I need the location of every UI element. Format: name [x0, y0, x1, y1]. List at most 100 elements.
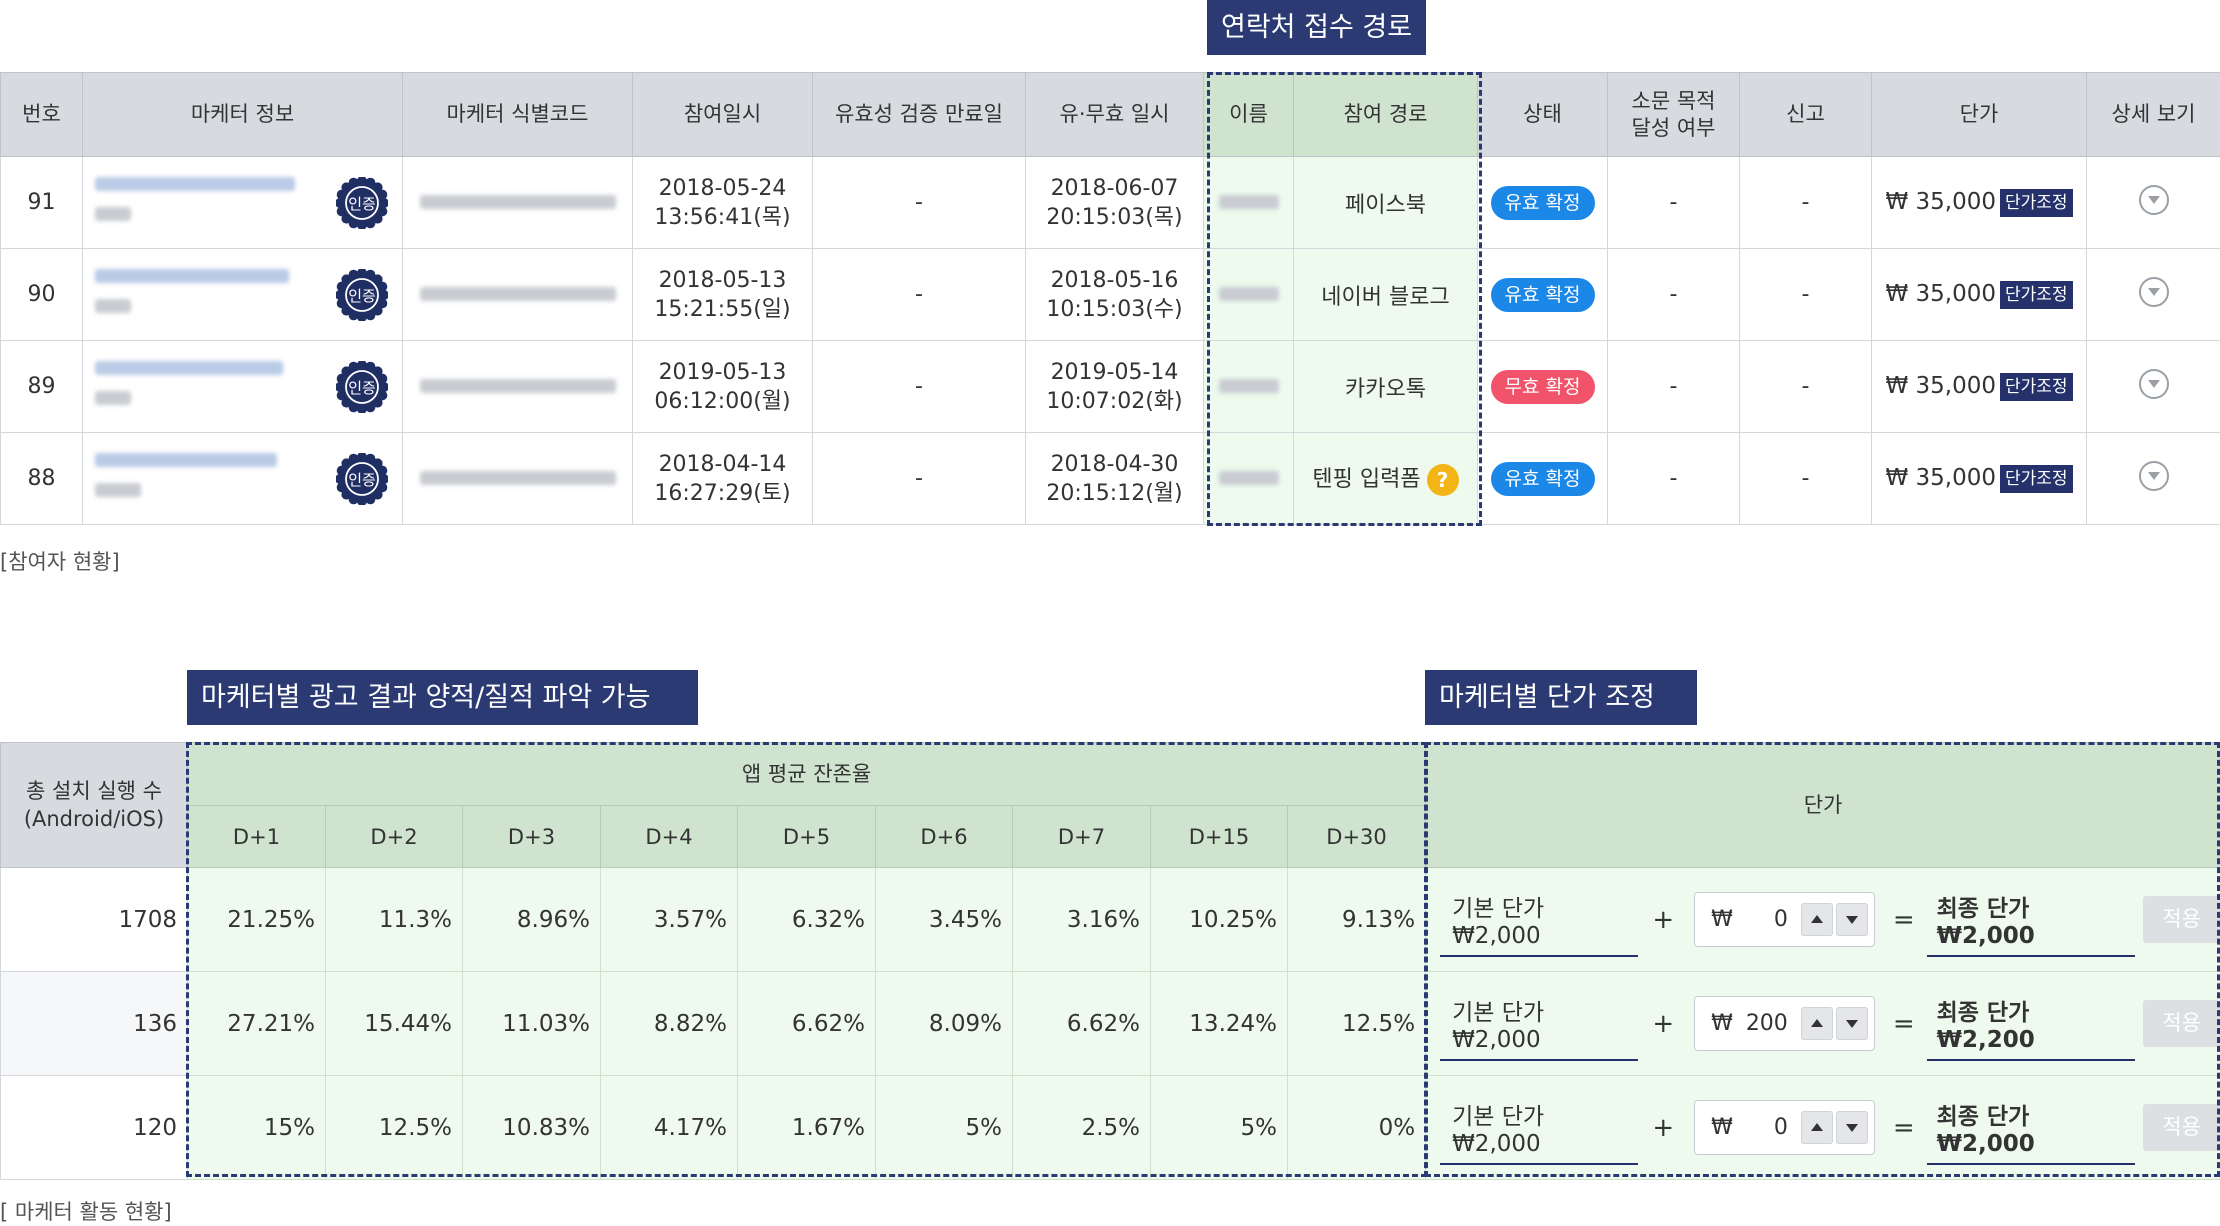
report-cell: -	[1739, 432, 1872, 525]
retention-cell: 8.96%	[462, 867, 601, 972]
col-header-validity-end: 유효성 검증 만료일	[812, 72, 1026, 157]
expand-detail-icon[interactable]	[2138, 368, 2169, 399]
adjust-price-button[interactable]: 단가조정	[1999, 372, 2073, 401]
col-header-day: D+15	[1150, 805, 1288, 868]
joined-time: 13:56:41(목)	[654, 204, 791, 230]
marketer-row: 1708 21.25% 11.3% 8.96% 3.57% 6.32% 3.45% 3.16%…	[0, 867, 2220, 972]
final-price: 최종 단가 ₩2,200	[1926, 993, 2136, 1061]
decrease-arrow-icon[interactable]	[1835, 903, 1868, 936]
col-header-installs: 총 설치 실행 수 (Android/iOS)	[0, 742, 188, 868]
installs-cell: 1708	[0, 867, 188, 972]
status-badge: 유효 확정	[1490, 185, 1595, 220]
retention-cell: 3.57%	[600, 867, 738, 972]
increase-arrow-icon[interactable]	[1800, 903, 1833, 936]
marketer-code-redacted	[419, 471, 616, 485]
col-header-retention: 앱 평균 잔존율	[186, 742, 1427, 806]
marketer-info-cell: 인증	[82, 340, 403, 433]
route-label: 카카오톡	[1345, 376, 1426, 402]
apply-button[interactable]: 적용	[2143, 1000, 2220, 1047]
cert-label: 인증	[348, 379, 376, 397]
participants-header-row: 번호 마케터 정보 마케터 식별코드 참여일시 유효성 검증 만료일 유·무효 …	[0, 72, 2220, 157]
adjust-amount-input[interactable]: 0	[1773, 907, 1788, 932]
route-label: 페이스북	[1345, 192, 1426, 218]
adjust-amount-input[interactable]: 200	[1745, 1011, 1788, 1036]
joined-date: 2018-05-13	[658, 267, 787, 293]
retention-cell: 15%	[187, 1075, 326, 1180]
goal-cell: -	[1607, 432, 1740, 525]
col-header-joined-at: 참여일시	[632, 72, 813, 157]
adjust-price-button[interactable]: 단가조정	[1999, 188, 2073, 217]
final-price: 최종 단가 ₩2,000	[1926, 889, 2136, 957]
col-header-no: 번호	[0, 72, 83, 157]
equals-sign: =	[1892, 1112, 1915, 1143]
paid-date: 2018-04-30	[1050, 451, 1179, 477]
retention-cell: 15.44%	[325, 971, 463, 1076]
installs-header-line2: (Android/iOS)	[23, 807, 165, 831]
certified-badge-icon: 인증	[335, 360, 389, 414]
cert-label: 인증	[348, 287, 376, 305]
apply-button[interactable]: 적용	[2143, 1104, 2220, 1151]
price-cell: ₩ 35,000 단가조정	[1871, 248, 2087, 341]
joined-time: 16:27:29(토)	[654, 480, 791, 506]
route-cell: 네이버 블로그	[1293, 248, 1478, 341]
retention-cell: 5%	[875, 1075, 1013, 1180]
paid-date: 2019-05-14	[1050, 359, 1179, 385]
paid-free-date-cell: 2018-05-16 10:15:03(수)	[1025, 248, 1204, 341]
joined-time: 15:21:55(일)	[654, 296, 791, 322]
marketer-name-redacted	[95, 269, 289, 283]
decrease-arrow-icon[interactable]	[1835, 1111, 1868, 1144]
validity-end-cell: -	[812, 156, 1026, 249]
final-price: 최종 단가 ₩2,000	[1926, 1097, 2136, 1165]
col-header-day: D+5	[737, 805, 876, 868]
retention-cell: 3.16%	[1012, 867, 1151, 972]
adjust-price-button[interactable]: 단가조정	[1999, 280, 2073, 309]
certified-badge-icon: 인증	[335, 176, 389, 230]
price-value: ₩ 35,000	[1885, 280, 1996, 307]
retention-cell: 11.03%	[462, 971, 601, 1076]
paid-time: 10:07:02(화)	[1046, 388, 1183, 414]
route-cell: 페이스북	[1293, 156, 1478, 249]
adjust-amount-input[interactable]: 0	[1773, 1115, 1788, 1140]
status-badge: 유효 확정	[1490, 461, 1595, 496]
retention-cell: 6.62%	[737, 971, 876, 1076]
joined-at-cell: 2018-05-24 13:56:41(목)	[632, 156, 813, 249]
paid-time: 20:15:03(목)	[1046, 204, 1183, 230]
expand-detail-icon[interactable]	[2138, 276, 2169, 307]
status-badge: 무효 확정	[1490, 369, 1595, 404]
marketer-caption: [ 마케터 활동 현황]	[0, 1200, 172, 1224]
status-cell: 무효 확정	[1477, 340, 1608, 433]
retention-cell: 27.21%	[187, 971, 326, 1076]
apply-button[interactable]: 적용	[2143, 896, 2220, 943]
installs-header-line1: 총 설치 실행 수	[26, 779, 162, 803]
marketer-id-redacted	[95, 299, 131, 313]
retention-cell: 9.13%	[1286, 867, 1427, 972]
increase-arrow-icon[interactable]	[1800, 1111, 1833, 1144]
expand-detail-icon[interactable]	[2138, 184, 2169, 215]
expand-detail-icon[interactable]	[2138, 460, 2169, 491]
report-cell: -	[1739, 156, 1872, 249]
retention-cell: 12.5%	[1286, 971, 1427, 1076]
unit-price-cell: 기본 단가 ₩2,000 + ₩0 = 최종 단가 ₩2,000 적용	[1425, 1075, 2220, 1180]
adjust-price-button[interactable]: 단가조정	[1999, 464, 2073, 493]
marketer-info-cell: 인증	[82, 156, 403, 249]
detail-cell	[2086, 248, 2220, 341]
col-header-day: D+3	[462, 805, 601, 868]
equals-sign: =	[1892, 904, 1915, 935]
price-cell: ₩ 35,000 단가조정	[1871, 156, 2087, 249]
row-number: 90	[0, 248, 83, 341]
paid-free-date-cell: 2018-06-07 20:15:03(목)	[1025, 156, 1204, 249]
price-adjust-stepper[interactable]: ₩200	[1694, 996, 1875, 1051]
col-header-day: D+7	[1012, 805, 1151, 868]
help-icon[interactable]: ?	[1426, 464, 1459, 496]
detail-cell	[2086, 340, 2220, 433]
detail-cell	[2086, 156, 2220, 249]
decrease-arrow-icon[interactable]	[1835, 1007, 1868, 1040]
increase-arrow-icon[interactable]	[1800, 1007, 1833, 1040]
col-header-day: D+4	[600, 805, 738, 868]
status-cell: 유효 확정	[1477, 432, 1608, 525]
retention-cell: 0%	[1286, 1075, 1427, 1180]
price-adjust-stepper[interactable]: ₩0	[1694, 1100, 1875, 1155]
base-price: 기본 단가 ₩2,000	[1440, 1097, 1639, 1165]
retention-cell: 2.5%	[1012, 1075, 1151, 1180]
price-adjust-stepper[interactable]: ₩0	[1694, 892, 1875, 947]
